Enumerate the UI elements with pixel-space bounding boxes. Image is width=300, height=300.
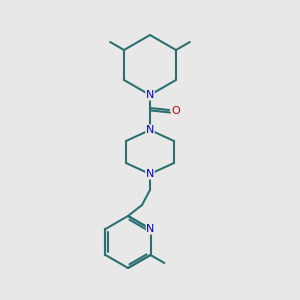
Text: N: N (146, 90, 154, 100)
Text: N: N (146, 224, 155, 234)
Text: N: N (146, 125, 154, 135)
Text: O: O (172, 106, 180, 116)
Text: N: N (146, 169, 154, 179)
